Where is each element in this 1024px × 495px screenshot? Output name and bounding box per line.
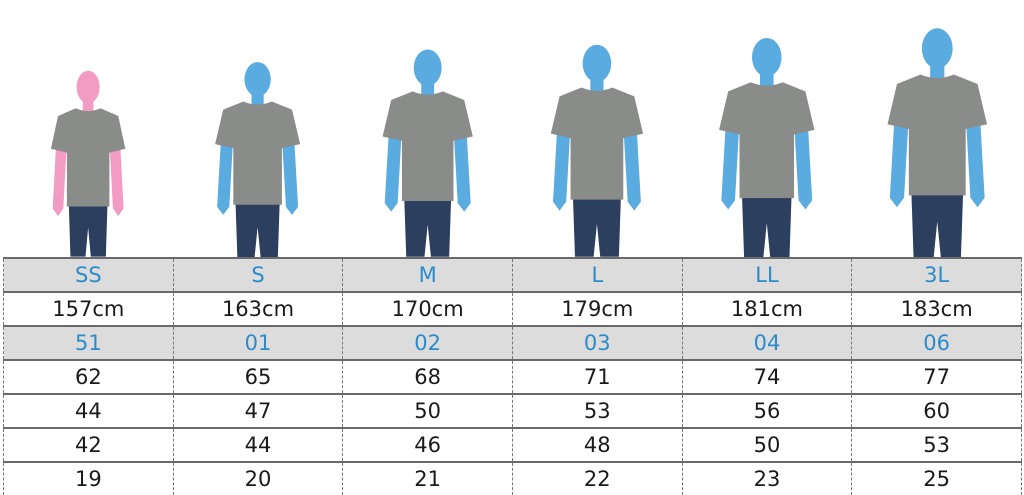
head bbox=[413, 49, 442, 87]
table-cell: 19 bbox=[3, 461, 174, 495]
model-figure-ss bbox=[40, 64, 136, 257]
model-figure-3l bbox=[878, 20, 997, 257]
table-cell: 21 bbox=[342, 461, 513, 495]
table-cell: 47 bbox=[172, 393, 344, 428]
table-cell: 163cm bbox=[172, 291, 344, 326]
arm-left bbox=[384, 128, 402, 212]
jeans bbox=[742, 188, 793, 257]
table-row: SS S M L LL 3L bbox=[3, 257, 1022, 292]
t-shirt bbox=[382, 91, 473, 202]
table-cell: 42 bbox=[3, 427, 174, 462]
table-cell: 25 bbox=[851, 461, 1022, 495]
table-cell: 53 bbox=[511, 393, 683, 428]
table-cell: 65 bbox=[172, 359, 344, 394]
table-row: 19 20 21 22 23 25 bbox=[3, 461, 1022, 495]
jeans bbox=[235, 196, 281, 257]
table-cell: 46 bbox=[342, 427, 513, 462]
head bbox=[752, 37, 783, 77]
table-cell: 183cm bbox=[851, 291, 1022, 326]
table-cell: 23 bbox=[681, 461, 853, 495]
table-cell: 03 bbox=[511, 325, 683, 360]
table-cell: 20 bbox=[172, 461, 344, 495]
t-shirt bbox=[215, 101, 301, 205]
jeans bbox=[68, 199, 108, 257]
table-cell: 04 bbox=[681, 325, 853, 360]
head bbox=[76, 71, 100, 104]
table-cell: 53 bbox=[851, 427, 1022, 462]
table-cell: 68 bbox=[342, 359, 513, 394]
table-cell: 02 bbox=[342, 325, 513, 360]
table-row: 42 44 46 48 50 53 bbox=[3, 427, 1022, 462]
table-row: 51 01 02 03 04 06 bbox=[3, 325, 1022, 360]
table-cell: L bbox=[511, 257, 683, 292]
table-cell: 74 bbox=[681, 359, 853, 394]
table-cell: 22 bbox=[511, 461, 683, 495]
head bbox=[583, 44, 612, 83]
arm-right bbox=[794, 120, 813, 210]
table-cell: 77 bbox=[851, 359, 1022, 394]
t-shirt bbox=[887, 74, 987, 196]
model-figure-m bbox=[374, 42, 481, 257]
table-cell: 60 bbox=[851, 393, 1022, 428]
arm-left bbox=[217, 135, 234, 215]
table-cell: 71 bbox=[511, 359, 683, 394]
model-figure-ll bbox=[710, 30, 824, 257]
table-cell: 51 bbox=[3, 325, 174, 360]
model-figure-l bbox=[542, 37, 652, 257]
table-cell: 62 bbox=[3, 359, 174, 394]
table-cell: 157cm bbox=[3, 291, 174, 326]
size-chart-table: SS S M L LL 3L 157cm 163cm 170cm 179cm 181cm 183cm 5… bbox=[3, 257, 1022, 495]
table-cell: 50 bbox=[681, 427, 853, 462]
table-cell: SS bbox=[3, 257, 174, 292]
model-figures bbox=[40, 20, 997, 257]
arm-right bbox=[965, 114, 985, 208]
table-cell: S bbox=[172, 257, 344, 292]
head bbox=[921, 28, 953, 69]
arm-left bbox=[52, 141, 67, 217]
arm-left bbox=[553, 125, 572, 211]
arm-left bbox=[889, 114, 909, 208]
table-cell: 06 bbox=[851, 325, 1022, 360]
jeans bbox=[403, 192, 452, 257]
table-cell: 01 bbox=[172, 325, 344, 360]
jeans bbox=[573, 191, 622, 257]
table-cell: M bbox=[342, 257, 513, 292]
table-row: 44 47 50 53 56 60 bbox=[3, 393, 1022, 428]
table-cell: 44 bbox=[172, 427, 344, 462]
jeans bbox=[911, 185, 964, 257]
table-cell: 181cm bbox=[681, 291, 853, 326]
arm-left bbox=[721, 120, 740, 210]
t-shirt bbox=[719, 82, 815, 198]
model-figure-s bbox=[207, 55, 308, 257]
table-cell: 48 bbox=[511, 427, 683, 462]
arm-right bbox=[623, 125, 642, 211]
table-cell: 179cm bbox=[511, 291, 683, 326]
table-cell: 3L bbox=[851, 257, 1022, 292]
table-cell: 44 bbox=[3, 393, 174, 428]
arm-right bbox=[109, 141, 124, 217]
table-cell: 50 bbox=[342, 393, 513, 428]
t-shirt bbox=[50, 108, 126, 207]
arm-right bbox=[282, 135, 299, 215]
table-row: 157cm 163cm 170cm 179cm 181cm 183cm bbox=[3, 291, 1022, 326]
t-shirt bbox=[551, 87, 644, 200]
table-cell: 56 bbox=[681, 393, 853, 428]
table-cell: 170cm bbox=[342, 291, 513, 326]
table-cell: LL bbox=[681, 257, 853, 292]
head bbox=[244, 61, 271, 97]
table-row: 62 65 68 71 74 77 bbox=[3, 359, 1022, 394]
arm-right bbox=[453, 128, 471, 212]
